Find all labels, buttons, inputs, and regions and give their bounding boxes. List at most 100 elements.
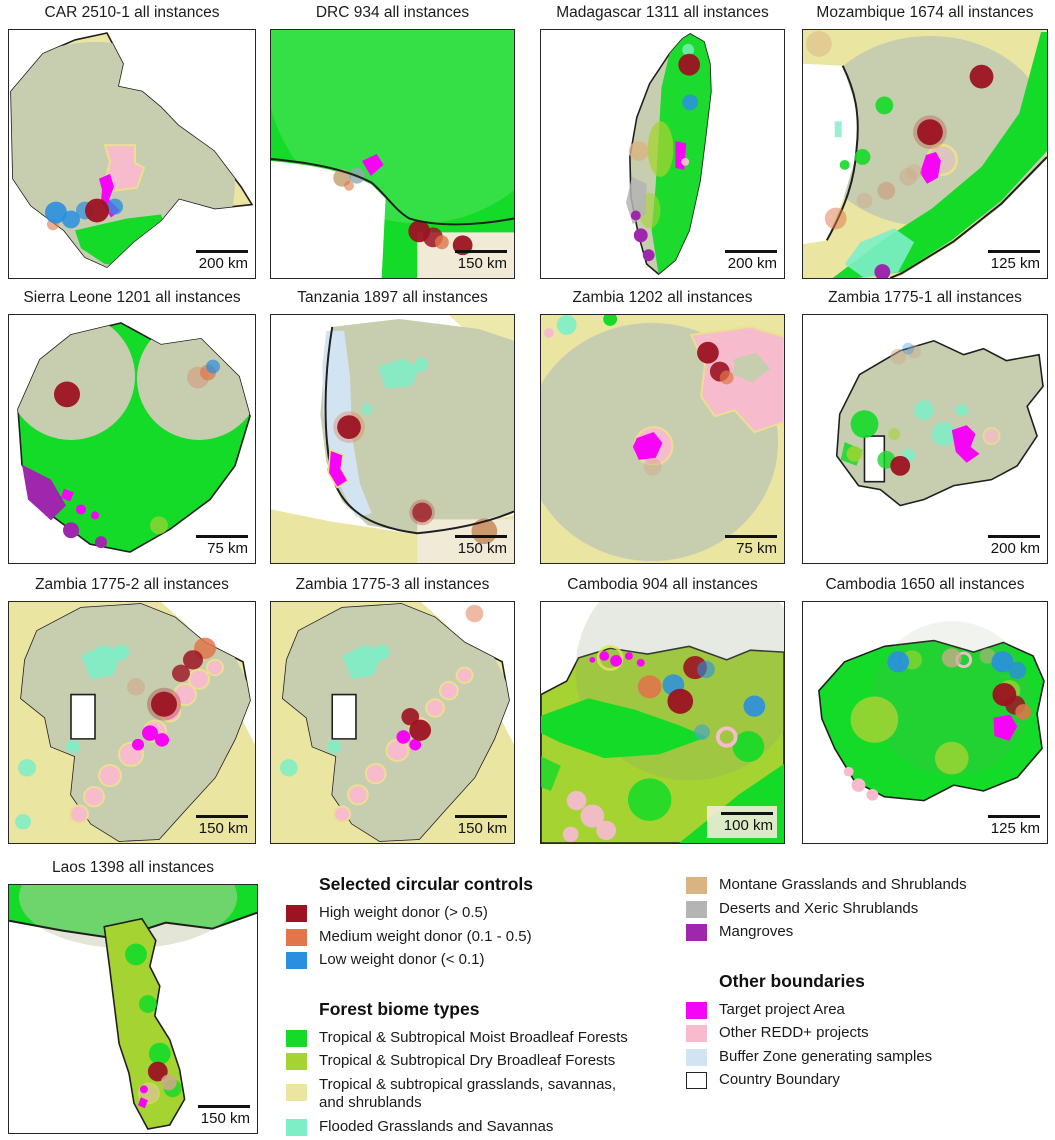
country-boundary bbox=[324, 326, 514, 535]
panel-title: Sierra Leone 1201 all instances bbox=[23, 289, 241, 306]
target-project-area bbox=[951, 425, 980, 463]
donor-dots bbox=[127, 637, 216, 721]
map-panel-car-2510-1: CAR 2510-1 all instances bbox=[8, 4, 256, 279]
scale-bar-line bbox=[196, 535, 248, 538]
map-graphic-zambia-1775-1 bbox=[803, 315, 1047, 563]
legend-item-moist-broadleaf: Tropical & Subtropical Moist Broadleaf F… bbox=[286, 1029, 658, 1048]
target-project-area bbox=[327, 448, 350, 489]
map-cambodia-1650: 125 km bbox=[802, 601, 1048, 844]
scale-bar-label: 200 km bbox=[727, 255, 777, 272]
donor-dots bbox=[54, 359, 220, 408]
country-boundary-swatch bbox=[686, 1072, 707, 1089]
donor-dots bbox=[890, 342, 922, 476]
scale-bar: 75 km bbox=[725, 535, 777, 558]
scale-bar: 200 km bbox=[725, 250, 777, 273]
panel-title: Mozambique 1674 all instances bbox=[816, 4, 1034, 21]
map-car: 200 km bbox=[8, 29, 256, 279]
map-panel-zambia-1775-2: Zambia 1775-2 all instances bbox=[8, 576, 256, 844]
donor-dots bbox=[678, 53, 701, 111]
map-zambia-1775-2: 150 km bbox=[8, 601, 256, 844]
map-graphic-drc bbox=[271, 30, 514, 278]
scale-bar: 150 km bbox=[455, 815, 507, 838]
target-project-area bbox=[142, 725, 158, 741]
map-tanzania: 150 km bbox=[270, 314, 515, 564]
donor-dots bbox=[887, 648, 1032, 720]
grasslands-swatch bbox=[286, 1083, 307, 1101]
legend-header-forest-biomes: Forest biome types bbox=[319, 998, 480, 1019]
panel-title: Zambia 1775-2 all instances bbox=[35, 576, 229, 593]
legend-label: Flooded Grasslands and Savannas bbox=[319, 1117, 554, 1135]
panel-title: Laos 1398 all instances bbox=[51, 859, 214, 876]
legend-item-high-weight: High weight donor (> 0.5) bbox=[286, 904, 658, 923]
moist-broadleaf-swatch bbox=[286, 1029, 307, 1047]
scale-bar-line bbox=[725, 250, 777, 253]
scale-bar: 200 km bbox=[988, 535, 1040, 558]
coast-boundary bbox=[889, 156, 1047, 278]
target-project-area bbox=[396, 730, 411, 744]
legend-label: Tropical & Subtropical Dry Broadleaf For… bbox=[319, 1052, 616, 1069]
scale-bar-label: 150 km bbox=[198, 820, 248, 837]
map-graphic-tanzania bbox=[271, 315, 514, 563]
country-boundary bbox=[271, 157, 514, 226]
redd-projects-swatch bbox=[686, 1025, 707, 1042]
country-area bbox=[320, 318, 514, 534]
target-project-area bbox=[993, 714, 1018, 741]
map-graphic-car bbox=[9, 30, 255, 278]
panel-title: DRC 934 all instances bbox=[315, 4, 470, 21]
legend-label: Country Boundary bbox=[719, 1071, 840, 1088]
map-zambia-1775-3: 150 km bbox=[270, 601, 515, 844]
scale-bar-line bbox=[455, 535, 507, 538]
deserts-swatch bbox=[686, 900, 707, 918]
donor-dots bbox=[333, 411, 435, 526]
target-area-swatch bbox=[686, 1001, 707, 1019]
scale-bar-label: 75 km bbox=[736, 540, 777, 557]
target-project-area bbox=[632, 432, 663, 460]
map-panel-cambodia-1650: Cambodia 1650 all instances bbox=[802, 576, 1048, 844]
buffer-zone-swatch bbox=[686, 1048, 707, 1066]
medium-weight-swatch bbox=[286, 928, 307, 946]
scale-bar: 150 km bbox=[198, 1105, 250, 1128]
scale-bar-line bbox=[721, 812, 773, 815]
scale-bar: 150 km bbox=[455, 250, 507, 273]
dry-broadleaf-swatch bbox=[286, 1053, 307, 1070]
map-graphic-mozambique bbox=[803, 30, 1047, 278]
panel-title: Cambodia 1650 all instances bbox=[825, 576, 1025, 593]
scale-bar-line bbox=[196, 250, 248, 253]
donor-dots bbox=[824, 64, 994, 230]
scale-bar: 150 km bbox=[196, 815, 248, 838]
legend-label: Deserts and Xeric Shrublands bbox=[719, 899, 919, 917]
scale-bar: 200 km bbox=[196, 250, 248, 273]
scale-bar-label: 150 km bbox=[457, 255, 507, 272]
scale-bar: 125 km bbox=[988, 250, 1040, 273]
map-panel-laos-1398: Laos 1398 all instances bbox=[8, 859, 258, 1134]
panel-title: Zambia 1775-3 all instances bbox=[295, 576, 490, 593]
donor-dots bbox=[45, 198, 123, 231]
scale-bar-line bbox=[725, 535, 777, 538]
map-drc: 150 km bbox=[270, 29, 515, 279]
legend-header-other-boundaries: Other boundaries bbox=[719, 970, 865, 991]
scale-bar-label: 75 km bbox=[207, 540, 248, 557]
map-panel-zambia-1202: Zambia 1202 all instances bbox=[540, 289, 785, 564]
legend-label: High weight donor (> 0.5) bbox=[319, 904, 488, 921]
map-panel-madagascar-1311: Madagascar 1311 all instances bbox=[540, 4, 785, 279]
map-graphic-cambodia-1650 bbox=[803, 602, 1047, 843]
panel-title: Zambia 1775-1 all instances bbox=[828, 289, 1022, 306]
map-graphic-zambia-1775-3 bbox=[271, 602, 514, 843]
map-madagascar: 200 km bbox=[540, 29, 785, 279]
panel-title: Cambodia 904 all instances bbox=[567, 576, 758, 593]
scale-bar-label: 100 km bbox=[723, 817, 773, 834]
scale-bar-line bbox=[198, 1105, 250, 1108]
target-project-area bbox=[361, 154, 384, 176]
donor-dots bbox=[401, 604, 484, 741]
map-graphic-cambodia-904 bbox=[541, 602, 784, 843]
map-panel-zambia-1775-3: Zambia 1775-3 all instances bbox=[270, 576, 515, 844]
low-weight-swatch bbox=[286, 952, 307, 969]
panel-title: Tanzania 1897 all instances bbox=[297, 289, 488, 306]
scale-bar-label: 150 km bbox=[457, 820, 507, 837]
montane-swatch bbox=[686, 877, 707, 894]
scale-bar-label: 150 km bbox=[200, 1110, 250, 1127]
legend-label: Other REDD+ projects bbox=[719, 1024, 869, 1041]
map-panel-zambia-1775-1: Zambia 1775-1 all instances bbox=[802, 289, 1048, 564]
legend-item-country-boundary: Country Boundary bbox=[686, 1071, 1054, 1090]
scale-bar-line bbox=[455, 815, 507, 818]
